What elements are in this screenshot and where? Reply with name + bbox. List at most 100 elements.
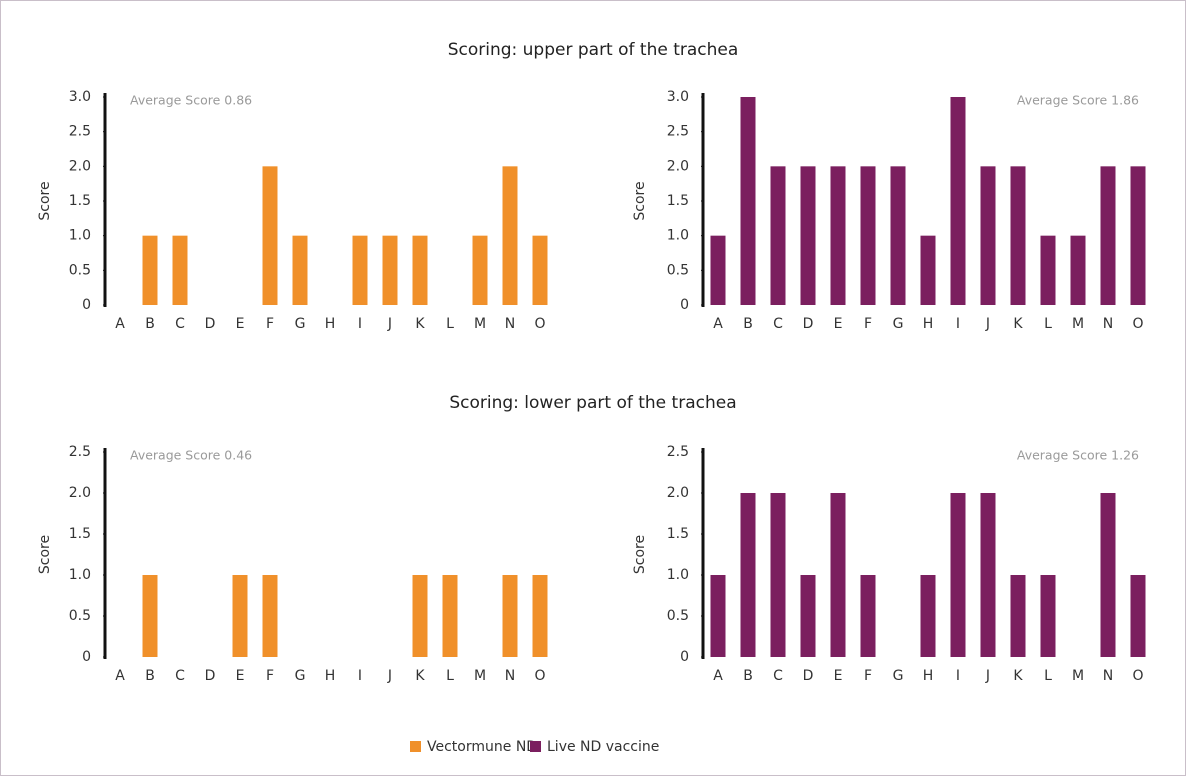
legend-label: Vectormune ND xyxy=(427,739,537,755)
x-tick-label: M xyxy=(474,668,486,684)
x-tick-label: C xyxy=(773,316,783,332)
x-tick-label: C xyxy=(773,668,783,684)
x-tick-label: H xyxy=(325,668,336,684)
x-tick-label: D xyxy=(803,316,814,332)
x-tick-label: K xyxy=(1013,668,1023,684)
y-tick-label: 0 xyxy=(680,297,689,313)
bar xyxy=(950,493,966,657)
bar xyxy=(1070,235,1086,305)
bar xyxy=(142,235,158,305)
y-tick-label: 1.0 xyxy=(667,228,689,244)
x-tick-label: O xyxy=(534,316,545,332)
y-tick-label: 0 xyxy=(82,297,91,313)
y-tick-label: 2.0 xyxy=(667,485,689,501)
bar xyxy=(292,235,308,305)
bar xyxy=(502,575,518,657)
y-tick-label: 2.0 xyxy=(667,158,689,174)
bar xyxy=(1130,166,1146,305)
x-tick-label: J xyxy=(387,668,392,684)
legend-swatch xyxy=(410,741,421,752)
y-axis-label: Score xyxy=(632,181,648,220)
x-tick-label: B xyxy=(743,668,753,684)
bar xyxy=(710,575,726,657)
x-tick-label: H xyxy=(923,316,934,332)
x-tick-label: D xyxy=(803,668,814,684)
x-tick-label: O xyxy=(1132,316,1143,332)
x-tick-label: B xyxy=(145,668,155,684)
y-tick-label: 1.0 xyxy=(69,228,91,244)
bar xyxy=(950,97,966,305)
x-tick-label: I xyxy=(956,316,960,332)
x-tick-label: E xyxy=(236,668,245,684)
bar xyxy=(472,235,488,305)
y-tick-label: 1.5 xyxy=(69,526,91,542)
y-tick-label: 0 xyxy=(680,649,689,665)
y-tick-label: 2.0 xyxy=(69,158,91,174)
y-tick-label: 0.5 xyxy=(667,608,689,624)
bar xyxy=(1130,575,1146,657)
x-tick-label: E xyxy=(834,316,843,332)
annotation: Average Score 1.26 xyxy=(1017,448,1139,463)
x-tick-label: E xyxy=(236,316,245,332)
x-tick-label: I xyxy=(358,316,362,332)
bar xyxy=(352,235,368,305)
x-tick-label: L xyxy=(446,668,454,684)
bar xyxy=(1040,575,1056,657)
x-tick-label: N xyxy=(505,668,515,684)
bar xyxy=(1010,166,1026,305)
bar xyxy=(442,575,458,657)
bar xyxy=(800,575,816,657)
x-tick-label: L xyxy=(1044,316,1052,332)
y-tick-label: 0 xyxy=(82,649,91,665)
bar xyxy=(262,166,278,305)
bar xyxy=(1100,166,1116,305)
y-tick-label: 2.5 xyxy=(69,124,91,140)
bar xyxy=(980,166,996,305)
bar xyxy=(262,575,278,657)
x-tick-label: L xyxy=(1044,668,1052,684)
x-tick-label: J xyxy=(387,316,392,332)
x-tick-label: F xyxy=(266,668,274,684)
x-tick-label: A xyxy=(115,316,125,332)
y-tick-label: 1.0 xyxy=(667,567,689,583)
x-tick-label: B xyxy=(145,316,155,332)
y-tick-label: 0.5 xyxy=(69,262,91,278)
x-tick-label: F xyxy=(864,668,872,684)
x-tick-label: F xyxy=(266,316,274,332)
bar xyxy=(980,493,996,657)
bar xyxy=(232,575,248,657)
y-axis-label: Score xyxy=(37,181,53,220)
bar xyxy=(860,166,876,305)
y-tick-label: 2.5 xyxy=(667,124,689,140)
bar xyxy=(710,235,726,305)
x-tick-label: K xyxy=(1013,316,1023,332)
bar xyxy=(412,575,428,657)
bar xyxy=(1100,493,1116,657)
section-title: Scoring: lower part of the trachea xyxy=(449,393,736,413)
bar xyxy=(830,493,846,657)
y-tick-label: 1.5 xyxy=(667,526,689,542)
y-tick-label: 1.5 xyxy=(69,193,91,209)
bar xyxy=(382,235,398,305)
x-tick-label: K xyxy=(415,668,425,684)
x-tick-label: L xyxy=(446,316,454,332)
y-tick-label: 1.0 xyxy=(69,567,91,583)
legend-swatch xyxy=(530,741,541,752)
bar xyxy=(830,166,846,305)
x-tick-label: J xyxy=(985,316,990,332)
bar xyxy=(800,166,816,305)
x-tick-label: G xyxy=(295,316,306,332)
y-tick-label: 2.5 xyxy=(667,444,689,460)
x-tick-label: M xyxy=(1072,316,1084,332)
y-tick-label: 3.0 xyxy=(69,89,91,105)
x-tick-label: J xyxy=(985,668,990,684)
x-tick-label: M xyxy=(474,316,486,332)
bar xyxy=(920,235,936,305)
annotation: Average Score 0.86 xyxy=(130,93,252,108)
bar xyxy=(740,493,756,657)
x-tick-label: I xyxy=(358,668,362,684)
x-tick-label: O xyxy=(534,668,545,684)
x-tick-label: N xyxy=(1103,668,1113,684)
x-tick-label: G xyxy=(893,316,904,332)
